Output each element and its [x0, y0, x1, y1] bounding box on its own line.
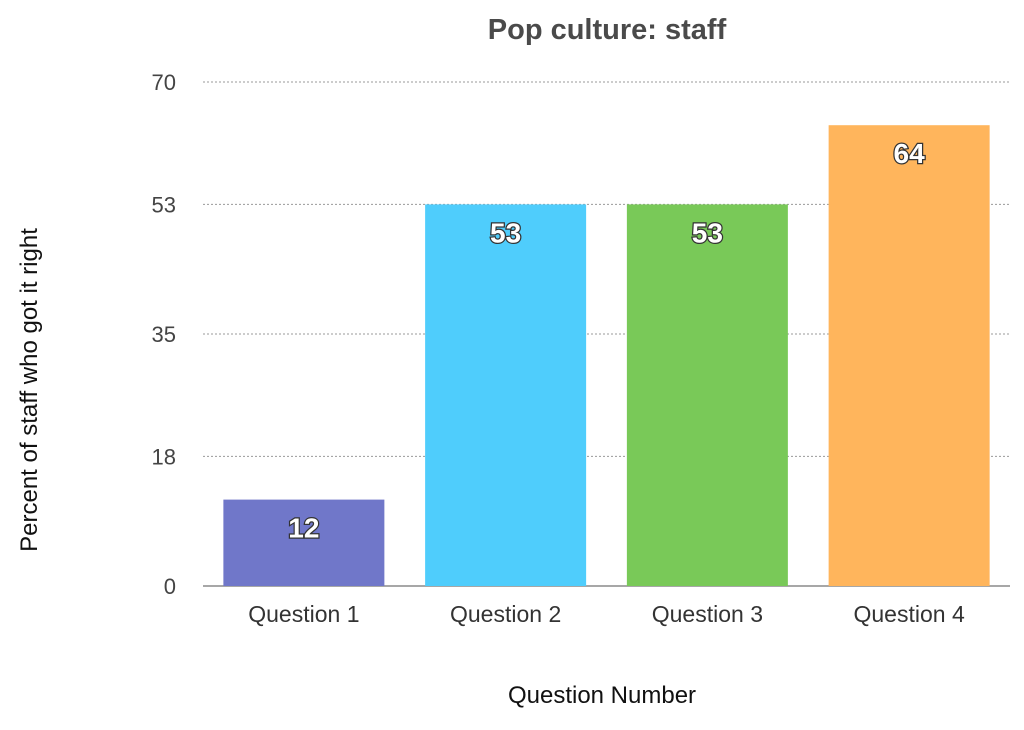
- x-tick-label: Question 3: [652, 601, 763, 627]
- bar-value-label: 53: [490, 217, 521, 248]
- bar-value-label: 53: [692, 217, 723, 248]
- y-tick-label: 18: [152, 444, 176, 469]
- x-tick-label: Question 2: [450, 601, 561, 627]
- y-tick-label: 70: [152, 70, 176, 95]
- y-tick-label: 0: [164, 574, 176, 599]
- x-tick-label: Question 1: [248, 601, 359, 627]
- y-tick-label: 53: [152, 192, 176, 217]
- bar-value-label: 64: [894, 138, 926, 169]
- y-tick-label: 35: [152, 322, 176, 347]
- x-axis-label: Question Number: [507, 682, 697, 709]
- bar-value-label: 12: [288, 513, 319, 544]
- bar: [828, 125, 990, 586]
- bar: [425, 204, 587, 586]
- chart-title: Pop culture: staff: [487, 14, 727, 46]
- x-tick-label: Question 4: [854, 601, 965, 627]
- bar: [626, 204, 788, 586]
- bar: [223, 499, 385, 586]
